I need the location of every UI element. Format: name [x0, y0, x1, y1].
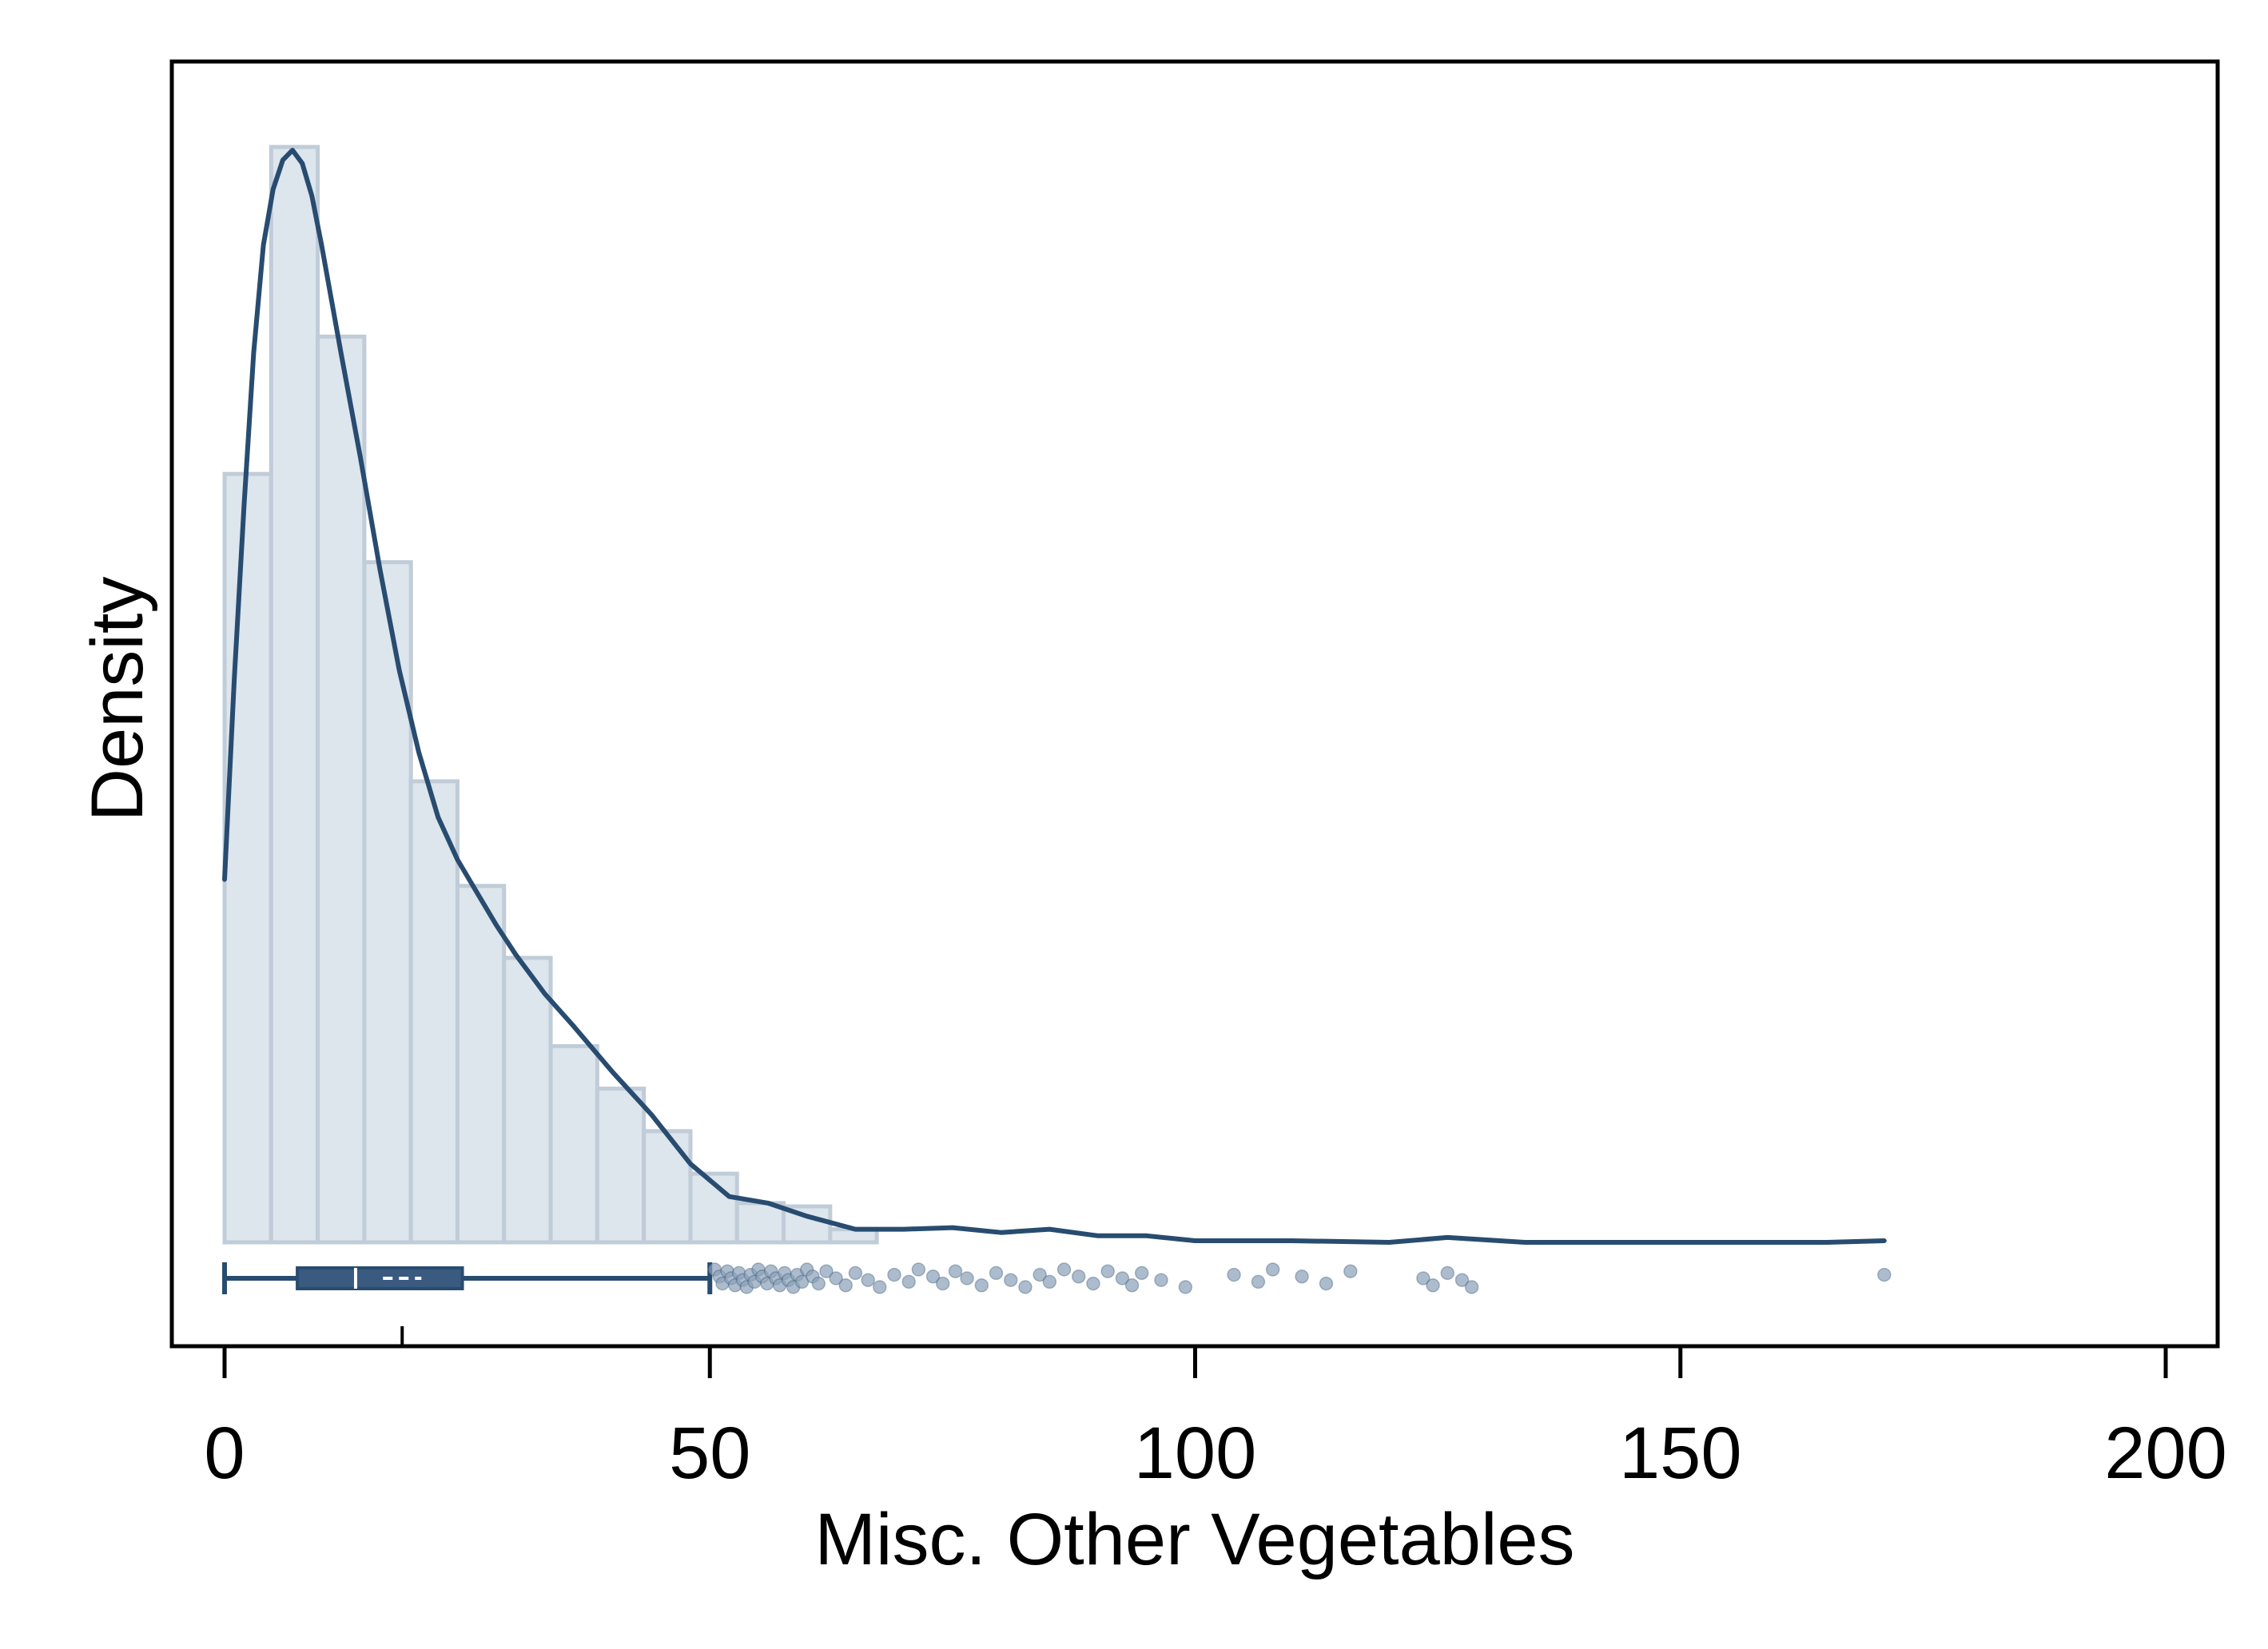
outlier-point: [1086, 1276, 1100, 1291]
outlier-point: [925, 1270, 941, 1284]
outlier-point: [873, 1280, 887, 1294]
outlier-point: [948, 1264, 963, 1278]
x-axis-label: Misc. Other Vegetables: [814, 1499, 1574, 1580]
outlier-point: [960, 1271, 974, 1285]
x-tick-label: 50: [669, 1413, 750, 1494]
outlier-point: [935, 1276, 950, 1291]
histogram-bar: [548, 1043, 599, 1245]
outlier-point: [1265, 1262, 1280, 1277]
outlier-point: [829, 1271, 843, 1285]
outlier-point: [1003, 1273, 1018, 1287]
outlier-point: [1227, 1267, 1241, 1282]
outlier-point: [1134, 1266, 1149, 1281]
histogram-bar: [362, 560, 413, 1245]
interquartile-box: [296, 1266, 464, 1290]
x-axis: 0 50 100 150 200: [204, 1346, 2227, 1494]
outlier-point: [794, 1274, 810, 1289]
histogram-bar: [595, 1087, 647, 1245]
histogram-bar: [455, 884, 507, 1245]
outlier-point: [811, 1276, 826, 1291]
outlier-point: [838, 1278, 853, 1293]
histogram-bar: [222, 471, 273, 1245]
outlier-point: [974, 1278, 989, 1293]
x-tick-label: 0: [204, 1413, 245, 1494]
outlier-point: [1154, 1273, 1168, 1287]
x-tick-label: 150: [1619, 1413, 1742, 1494]
outlier-point: [887, 1267, 901, 1282]
outlier-point: [989, 1266, 1004, 1281]
outlier-point: [1464, 1280, 1479, 1294]
outlier-point: [911, 1262, 926, 1277]
histogram-bar: [316, 334, 367, 1245]
outlier-point: [1056, 1262, 1072, 1277]
outlier-point: [1124, 1278, 1140, 1293]
outlier-point: [848, 1266, 863, 1281]
outlier-point: [1343, 1264, 1358, 1278]
histogram-bar: [502, 956, 553, 1245]
histogram-bar: [408, 779, 460, 1245]
outlier-point: [1416, 1271, 1430, 1285]
histogram-bar: [642, 1129, 693, 1245]
x-tick-label: 200: [2104, 1413, 2227, 1494]
outlier-point: [1454, 1273, 1470, 1287]
outlier-point: [1018, 1280, 1033, 1294]
outlier-point: [861, 1273, 875, 1287]
outlier-point: [1295, 1270, 1309, 1284]
outlier-point: [1178, 1280, 1193, 1294]
outlier-point: [1877, 1267, 1892, 1282]
x-tick-label: 100: [1134, 1413, 1257, 1494]
density-curve-group: [222, 148, 1887, 1245]
histogram-bar: [269, 145, 320, 1245]
outlier-point: [1072, 1270, 1086, 1284]
outlier-point: [1100, 1264, 1115, 1278]
outlier-point: [1033, 1267, 1047, 1282]
histogram-bars: [222, 145, 879, 1245]
outlier-point: [1042, 1274, 1057, 1289]
outlier-points: [707, 1262, 1892, 1294]
histogram-bar: [734, 1201, 786, 1245]
density-curve: [222, 148, 1887, 1245]
outlier-point: [819, 1264, 834, 1278]
outlier-point: [1440, 1266, 1455, 1281]
outlier-point: [1319, 1276, 1334, 1291]
y-axis-label: Density: [77, 577, 158, 822]
outlier-point: [1426, 1278, 1440, 1293]
boxplot: [222, 1262, 713, 1346]
histogram-bar: [782, 1204, 833, 1245]
outlier-point: [1251, 1274, 1266, 1289]
outlier-point: [1115, 1271, 1130, 1285]
outlier-point: [901, 1274, 916, 1289]
